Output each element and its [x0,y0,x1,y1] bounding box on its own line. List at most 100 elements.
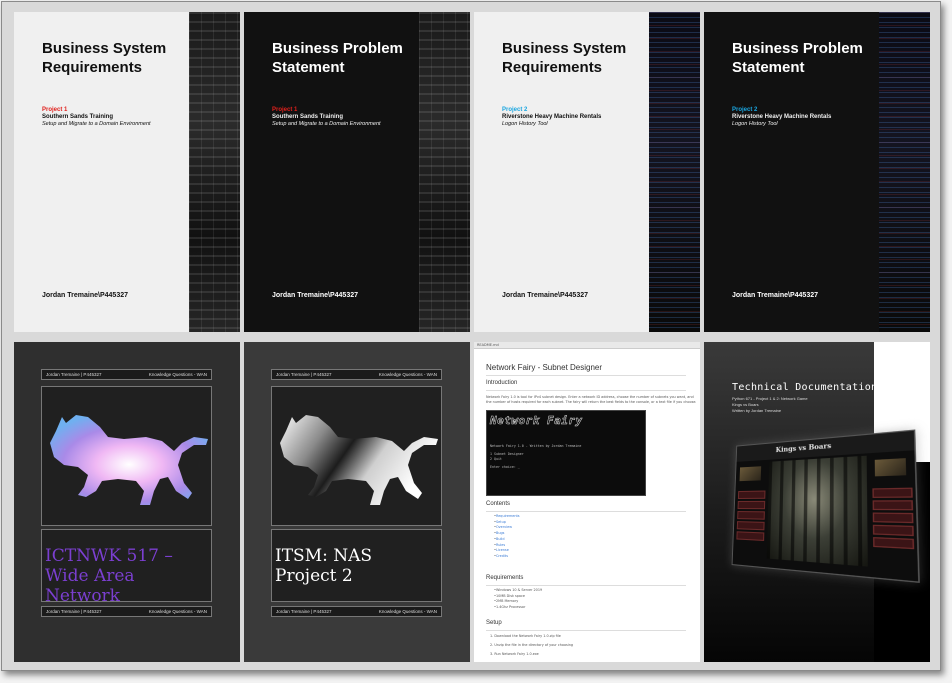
tech-line-2: Kings vs Boars [732,402,759,407]
cover-author: Jordan Tremaine\P445327 [502,292,588,299]
contents-link[interactable]: Requirements [494,514,520,520]
code-screen-image [879,12,930,332]
game-button [873,500,914,510]
cover-title: Business Problem Statement [272,39,422,77]
footer-right: Knowledge Questions - WAN [149,609,207,614]
game-button [872,488,912,498]
boar-thumbnail [875,458,906,476]
title-line-2: Project 2 [275,566,441,586]
game-button [737,521,765,530]
lion-icon [42,387,213,527]
setup-step: 2. Unzip the file in the directory of yo… [490,641,573,650]
game-button [738,501,766,509]
cover-tagline: Logon History Tool [732,121,778,127]
game-button [738,491,766,499]
cover-subtitle: Southern Sands Training [272,114,343,120]
footer-left: Jordan Tremaine | P445327 [46,609,101,614]
cover-tagline: Logon History Tool [502,121,548,127]
title-line-2: Wide Area Network [45,566,211,606]
lion-icon [272,387,443,527]
cover-title-box: ICTNWK 517 – Wide Area Network [41,529,212,602]
game-button [736,531,764,541]
cover-ictnwk517[interactable]: Jordan Tremaine | P445327 Knowledge Ques… [14,342,240,662]
divider [486,390,686,391]
setup-heading: Setup [486,620,502,626]
setup-list: 1. Download the Network Fairy 1.0.zip fi… [490,632,573,659]
requirements-heading: Requirements [486,575,523,581]
cover-business-problem-statement-1[interactable]: Business Problem Statement Project 1 Sou… [244,12,470,332]
tech-line-3: Written by Jordan Tremaine [732,408,781,413]
contents-link[interactable]: Credits [494,554,520,560]
title-line-1: ICTNWK 517 – [45,546,211,566]
game-button [737,511,765,520]
terminal-line: 2 Quit [490,457,502,461]
requirement-item: 1.4Ghz Processor [494,605,542,611]
terminal-line: Enter choice: _ [490,465,520,469]
requirements-list: Windows 10 & Server 2019 10MB Disk space… [494,588,542,611]
header-right: Knowledge Questions - WAN [149,372,207,377]
doc-topbar: README.md [474,342,700,349]
footer-right: Knowledge Questions - WAN [379,609,437,614]
divider [486,375,686,376]
cover-project: Project 2 [502,107,527,113]
cover-business-system-requirements-1[interactable]: Business System Requirements Project 1 S… [14,12,240,332]
cover-project: Project 1 [272,107,297,113]
intro-heading: Introduction [486,380,517,386]
cover-tagline: Setup and Migrate to a Domain Environmen… [272,121,381,127]
server-rack-image [189,12,240,332]
divider [486,511,686,512]
cover-project: Project 2 [732,107,757,113]
technical-documentation-cover[interactable]: Technical Documentation Python 671 - Pro… [704,342,930,662]
cover-title: Business System Requirements [502,39,652,77]
cover-tagline: Setup and Migrate to a Domain Environmen… [42,121,151,127]
cover-title-box: ITSM: NAS Project 2 [271,529,442,602]
footer-bar: Jordan Tremaine | P445327 Knowledge Ques… [41,606,212,617]
header-left: Jordan Tremaine | P445327 [46,372,101,377]
requirement-item: Windows 10 & Server 2019 [494,588,542,594]
header-bar: Jordan Tremaine | P445327 Knowledge Ques… [41,369,212,380]
cover-title: Business System Requirements [42,39,192,77]
cover-itsm-nas[interactable]: Jordan Tremaine | P445327 Knowledge Ques… [244,342,470,662]
lion-image [41,386,212,526]
divider [486,585,686,586]
contents-heading: Contents [486,501,510,507]
header-bar: Jordan Tremaine | P445327 Knowledge Ques… [271,369,442,380]
gallery-frame: Business System Requirements Project 1 S… [1,1,941,671]
terminal-screenshot: Network Fairy Network Fairy 1.0 - Writte… [486,410,646,496]
cover-author: Jordan Tremaine\P445327 [42,292,128,299]
doc-title: Network Fairy - Subnet Designer [486,363,602,372]
cover-business-problem-statement-2[interactable]: Business Problem Statement Project 2 Riv… [704,12,930,332]
forest-image [767,456,868,567]
code-screen-image [649,12,700,332]
divider [486,630,686,631]
lion-image [271,386,442,526]
cover-subtitle: Southern Sands Training [42,114,113,120]
intro-text-2: the number of hosts required for each su… [486,400,696,405]
footer-bar: Jordan Tremaine | P445327 Knowledge Ques… [271,606,442,617]
header-left: Jordan Tremaine | P445327 [276,372,331,377]
tech-title: Technical Documentation [732,382,877,393]
footer-left: Jordan Tremaine | P445327 [276,609,331,614]
game-button [873,537,914,549]
setup-step: 1. Download the Network Fairy 1.0.zip fi… [490,632,573,641]
contents-list: Requirements Setup Overview Bugs Build R… [494,514,520,560]
cover-title: Business Problem Statement [732,39,882,77]
title-line-1: ITSM: NAS [275,546,441,566]
cover-author: Jordan Tremaine\P445327 [732,292,818,299]
server-rack-image [419,12,470,332]
terminal-line: 1 Subnet Designer [490,452,524,456]
header-right: Knowledge Questions - WAN [379,372,437,377]
terminal-line: Network Fairy 1.0 - Written by Jordan Tr… [490,444,581,448]
king-thumbnail [740,466,762,481]
cover-subtitle: Riverstone Heavy Machine Rentals [502,114,601,120]
cover-author: Jordan Tremaine\P445327 [272,292,358,299]
game-screenshot: Kings vs Boars [732,429,920,583]
tech-line-1: Python 671 - Project 1 & 2: Network Game [732,396,808,401]
cover-project: Project 1 [42,107,67,113]
cover-subtitle: Riverstone Heavy Machine Rentals [732,114,831,120]
game-button [873,525,914,536]
setup-step: 3. Run Network Fairy 1.0.exe [490,650,573,659]
cover-business-system-requirements-2[interactable]: Business System Requirements Project 2 R… [474,12,700,332]
game-button [873,512,914,523]
subnet-designer-readme[interactable]: README.md Network Fairy - Subnet Designe… [474,342,700,662]
